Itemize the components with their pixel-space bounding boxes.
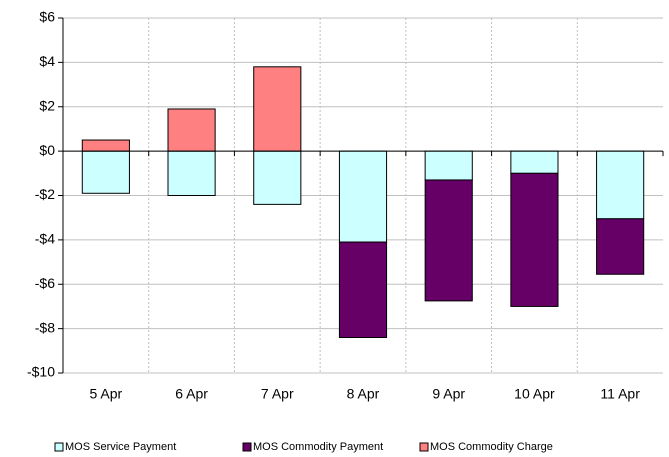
y-tick-label: $6 xyxy=(39,9,55,25)
legend-label: MOS Commodity Charge xyxy=(430,441,553,453)
x-tick-label: 10 Apr xyxy=(514,386,555,402)
y-tick-label: $2 xyxy=(39,97,55,113)
bar xyxy=(424,150,473,181)
legend-swatch xyxy=(419,442,429,452)
bar xyxy=(424,179,473,302)
bar xyxy=(81,150,130,194)
y-tick-label: $4 xyxy=(39,53,55,69)
x-tick-label: 11 Apr xyxy=(600,386,640,402)
y-tick-label: $0 xyxy=(39,142,55,158)
x-tick-label: 8 Apr xyxy=(347,386,380,402)
bar xyxy=(510,150,559,174)
x-tick-label: 9 Apr xyxy=(432,386,465,402)
bar xyxy=(338,150,388,243)
x-tick-label: 6 Apr xyxy=(175,386,208,402)
bar xyxy=(596,150,645,220)
bar xyxy=(510,172,559,307)
legend-label: MOS Commodity Payment xyxy=(253,441,383,453)
y-tick-label: -$2 xyxy=(35,186,55,202)
bar xyxy=(596,218,645,275)
bar xyxy=(167,150,216,196)
legend-label: MOS Service Payment xyxy=(65,441,176,453)
y-tick-label: -$8 xyxy=(35,319,55,335)
legend-swatch xyxy=(54,442,64,452)
x-tick-label: 5 Apr xyxy=(90,386,123,402)
legend-swatch xyxy=(242,442,252,452)
bar xyxy=(338,241,388,338)
bar xyxy=(167,108,216,152)
bar xyxy=(81,139,130,152)
y-tick-label: -$6 xyxy=(35,275,55,291)
x-tick-label: 7 Apr xyxy=(261,386,294,402)
bar xyxy=(253,150,302,205)
y-tick-label: -$4 xyxy=(35,231,55,247)
y-tick-label: -$10 xyxy=(27,364,55,380)
bar xyxy=(253,66,302,152)
legend: MOS Service Payment MOS Commodity Payment… xyxy=(54,441,553,453)
